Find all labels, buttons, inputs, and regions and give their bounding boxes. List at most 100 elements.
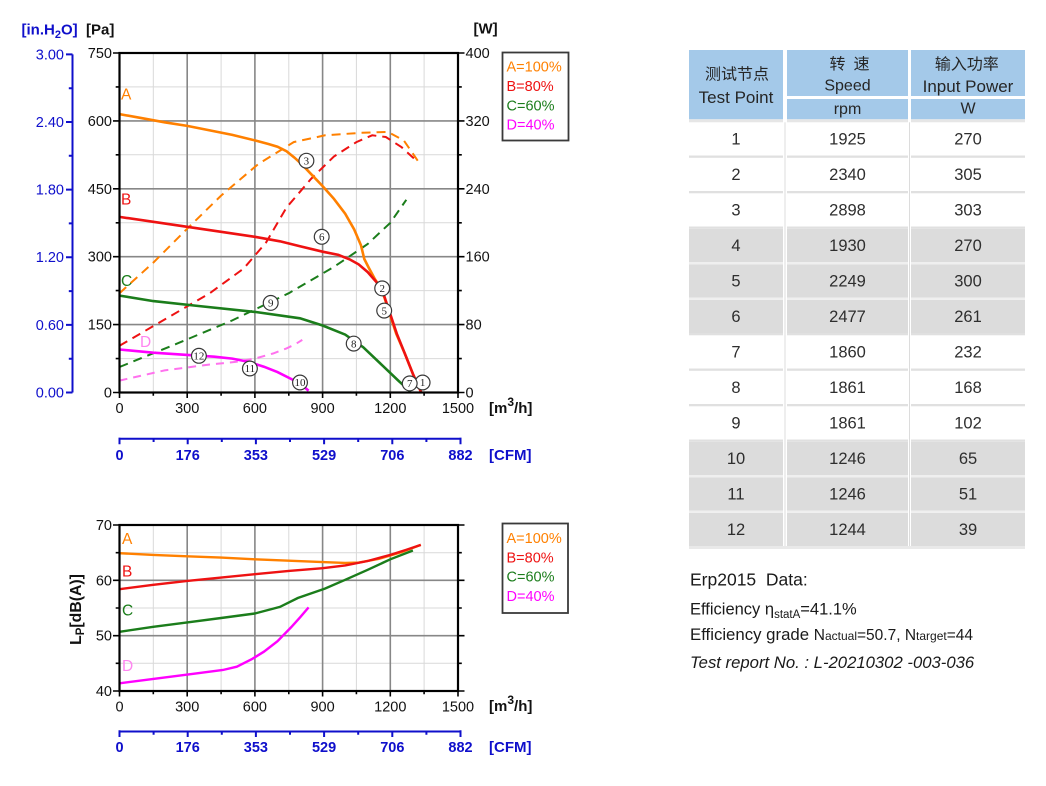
svg-text:6: 6 [319,232,325,244]
svg-text:300: 300 [175,401,199,417]
svg-text:C: C [121,273,132,290]
svg-text:5: 5 [731,273,740,291]
svg-text:[m3/h]: [m3/h] [489,693,532,715]
svg-text:7: 7 [731,344,740,362]
svg-text:rpm: rpm [834,101,862,118]
svg-text:240: 240 [466,182,490,198]
svg-text:300: 300 [954,273,982,291]
svg-text:3.00: 3.00 [36,47,64,63]
svg-text:3: 3 [731,202,740,220]
svg-text:10: 10 [727,450,745,468]
svg-text:1244: 1244 [829,521,866,539]
svg-text:0: 0 [115,448,123,464]
svg-text:80: 80 [466,318,482,334]
svg-text:A=100%: A=100% [507,531,562,547]
svg-text:A: A [122,531,133,548]
svg-text:[CFM]: [CFM] [489,447,531,464]
svg-text:0: 0 [115,700,123,716]
svg-text:6: 6 [731,308,740,326]
svg-text:9: 9 [731,415,740,433]
svg-text:300: 300 [175,700,199,716]
svg-text:1500: 1500 [442,700,474,716]
svg-text:[W]: [W] [474,21,498,38]
svg-text:900: 900 [310,700,334,716]
svg-text:300: 300 [88,250,112,266]
svg-text:150: 150 [88,318,112,334]
svg-text:2340: 2340 [829,166,866,184]
svg-text:C=60%: C=60% [507,98,555,114]
svg-text:529: 529 [312,448,336,464]
svg-text:1861: 1861 [829,379,866,397]
svg-text:900: 900 [310,401,334,417]
svg-text:706: 706 [380,740,404,756]
svg-text:232: 232 [954,344,982,362]
svg-text:176: 176 [176,740,200,756]
svg-text:11: 11 [245,363,256,375]
svg-text:Efficiency grade Nactual=50.7,: Efficiency grade Nactual=50.7, Ntarget=4… [690,625,973,644]
svg-text:1.20: 1.20 [36,250,64,266]
svg-text:12: 12 [193,351,204,363]
svg-text:1860: 1860 [829,344,866,362]
svg-text:261: 261 [954,308,982,326]
svg-text:303: 303 [954,202,982,220]
svg-text:305: 305 [954,166,982,184]
svg-text:D: D [140,334,151,351]
svg-text:1.80: 1.80 [36,183,64,199]
svg-text:40: 40 [96,684,112,700]
svg-text:0: 0 [466,386,474,402]
svg-text:Test Point: Test Point [699,88,774,107]
svg-text:8: 8 [351,338,357,350]
svg-text:600: 600 [243,401,267,417]
svg-text:9: 9 [268,298,274,310]
svg-text:270: 270 [954,131,982,149]
svg-text:8: 8 [731,379,740,397]
svg-text:0: 0 [104,386,112,402]
svg-text:B: B [122,564,132,581]
svg-text:50: 50 [96,629,112,645]
svg-text:D: D [122,658,133,675]
svg-text:1246: 1246 [829,450,866,468]
svg-text:[CFM]: [CFM] [489,739,531,756]
svg-text:Erp2015 Data:: Erp2015 Data: [690,569,808,589]
svg-text:Efficiency ηstatA=41.1%: Efficiency ηstatA=41.1% [690,600,857,621]
svg-text:W: W [960,101,976,118]
svg-text:706: 706 [380,448,404,464]
svg-text:0: 0 [115,740,123,756]
svg-text:1930: 1930 [829,237,866,255]
svg-text:2477: 2477 [829,308,866,326]
svg-text:0.00: 0.00 [36,386,64,402]
svg-text:2898: 2898 [829,202,866,220]
svg-text:Input Power: Input Power [923,77,1014,96]
svg-text:176: 176 [176,448,200,464]
svg-text:1925: 1925 [829,131,866,149]
svg-text:C: C [122,603,133,620]
svg-text:7: 7 [407,378,413,390]
svg-text:1200: 1200 [374,700,406,716]
svg-text:Speed: Speed [824,77,870,94]
svg-text:600: 600 [243,700,267,716]
svg-text:882: 882 [448,448,472,464]
svg-text:D=40%: D=40% [507,118,555,134]
svg-text:Test report No. : L-20210302 -: Test report No. : L-20210302 -003-036 [690,653,975,672]
svg-text:4: 4 [731,237,740,255]
svg-text:C=60%: C=60% [507,570,555,586]
svg-text:39: 39 [959,521,977,539]
svg-text:1861: 1861 [829,415,866,433]
svg-text:11: 11 [727,486,744,504]
svg-text:60: 60 [96,573,112,589]
svg-text:B: B [121,192,131,209]
svg-text:2249: 2249 [829,273,866,291]
svg-text:5: 5 [381,305,387,317]
svg-text:2: 2 [379,283,385,295]
svg-text:1: 1 [731,131,740,149]
svg-text:320: 320 [466,114,490,130]
svg-text:1: 1 [420,377,426,389]
svg-text:[in.H2O]: [in.H2O] [22,22,78,42]
svg-text:51: 51 [959,486,977,504]
svg-text:600: 600 [88,114,112,130]
svg-text:12: 12 [727,521,745,539]
svg-text:B=80%: B=80% [507,79,554,95]
svg-text:270: 270 [954,237,982,255]
svg-text:450: 450 [88,182,112,198]
svg-text:B=80%: B=80% [507,550,554,566]
